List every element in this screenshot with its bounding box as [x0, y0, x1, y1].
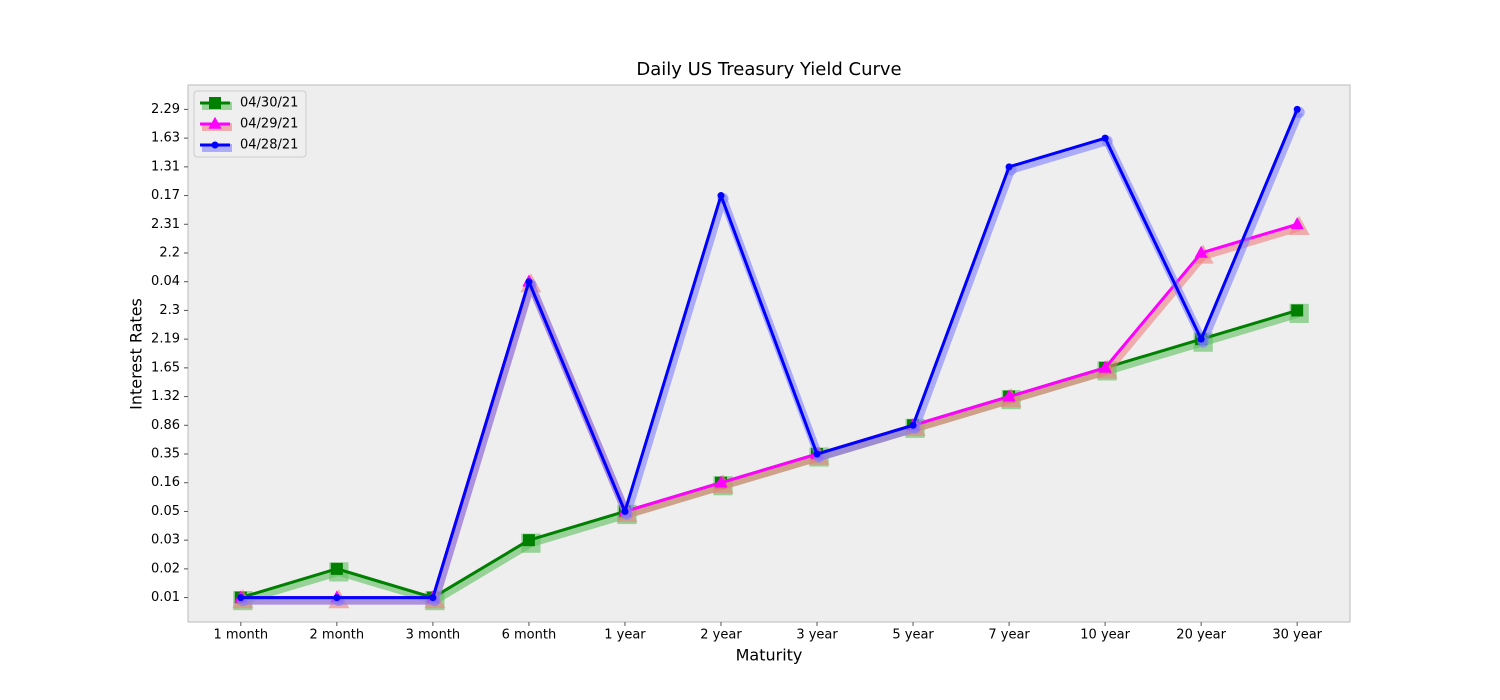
marker [717, 192, 725, 200]
marker [1290, 217, 1304, 230]
marker [237, 594, 245, 602]
y-tick-label: 0.02 [151, 561, 180, 576]
x-tick-label: 6 month [502, 628, 557, 643]
marker [522, 534, 535, 547]
marker [1194, 245, 1208, 258]
y-tick-label: 2.31 [151, 217, 180, 232]
marker [1293, 105, 1301, 113]
marker [1005, 163, 1013, 171]
x-tick-label: 2 year [700, 628, 742, 643]
marker [909, 421, 917, 429]
marker [525, 278, 533, 286]
y-tick-label: 2.2 [159, 245, 180, 260]
y-tick-label: 2.19 [151, 332, 180, 347]
marker [333, 594, 341, 602]
y-tick-label: 2.29 [151, 102, 180, 117]
legend-label: 04/29/21 [240, 117, 298, 132]
marker [714, 475, 728, 488]
y-tick-label: 0.04 [151, 274, 180, 289]
x-tick-label: 5 year [892, 628, 934, 643]
legend-marker [208, 116, 222, 129]
x-tick-label: 20 year [1176, 628, 1226, 643]
marker [330, 562, 343, 575]
y-tick-label: 0.86 [151, 418, 180, 433]
marker [429, 594, 437, 602]
y-tick-label: 0.05 [151, 504, 180, 519]
marker [813, 450, 821, 458]
x-tick-label: 3 year [796, 628, 838, 643]
y-tick-label: 0.03 [151, 533, 180, 548]
x-tick-label: 1 year [604, 628, 646, 643]
marker [621, 507, 629, 515]
y-tick-label: 1.63 [151, 131, 180, 146]
legend-label: 04/30/21 [240, 96, 298, 111]
y-tick-label: 2.3 [159, 303, 180, 318]
marker [1002, 389, 1016, 402]
y-tick-label: 1.31 [151, 159, 180, 174]
series-line [240, 108, 1299, 600]
legend-marker [211, 141, 219, 149]
x-tick-label: 3 month [406, 628, 461, 643]
y-tick-label: 0.35 [151, 447, 180, 462]
marker [1098, 360, 1112, 373]
x-axis-label: Maturity [736, 646, 803, 665]
chart-title: Daily US Treasury Yield Curve [636, 59, 901, 80]
legend-marker [209, 97, 221, 109]
y-tick-label: 0.16 [151, 475, 180, 490]
legend-label: 04/28/21 [240, 138, 298, 153]
y-axis-label: Interest Rates [127, 298, 146, 410]
marker [1101, 134, 1109, 142]
marker [1291, 304, 1304, 317]
y-tick-label: 0.01 [151, 590, 180, 605]
y-tick-label: 0.17 [151, 188, 180, 203]
x-tick-label: 10 year [1080, 628, 1130, 643]
marker [1197, 335, 1205, 343]
x-tick-label: 30 year [1272, 628, 1322, 643]
x-tick-label: 7 year [988, 628, 1030, 643]
x-tick-label: 2 month [310, 628, 365, 643]
y-tick-label: 1.32 [151, 389, 180, 404]
x-tick-label: 1 month [214, 628, 269, 643]
y-tick-label: 1.65 [151, 360, 180, 375]
